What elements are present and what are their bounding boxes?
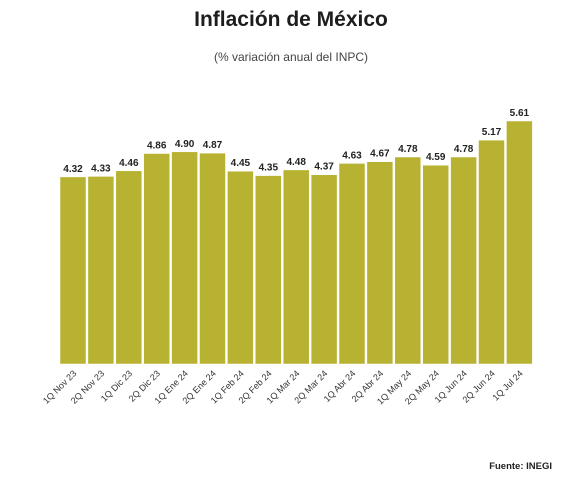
bar-1q-dic-23 <box>115 170 143 365</box>
value-label: 4.33 <box>91 163 111 174</box>
bar-2q-mar-24 <box>310 174 338 365</box>
source-note: Fuente: INEGI <box>489 461 552 472</box>
bar-1q-nov-23 <box>59 176 87 365</box>
value-label: 4.59 <box>426 152 446 163</box>
value-label: 4.63 <box>342 150 362 161</box>
bar-1q-mar-24 <box>282 169 310 365</box>
bar-2q-nov-23 <box>87 176 115 365</box>
x-tick-label: 1Q Jul 24 <box>490 368 524 402</box>
value-label: 4.90 <box>175 139 195 150</box>
value-label: 4.78 <box>398 144 418 155</box>
bar-1q-may-24 <box>394 156 422 365</box>
bar-2q-feb-24 <box>255 175 282 365</box>
value-label: 4.35 <box>259 163 279 174</box>
value-label: 5.17 <box>482 127 502 138</box>
bar-2q-jun-24 <box>478 139 505 365</box>
bar-2q-may-24 <box>422 164 449 365</box>
value-label: 4.37 <box>314 162 334 173</box>
bar-1q-jun-24 <box>450 156 477 365</box>
bar-2q-dic-23 <box>143 153 170 365</box>
bar-1q-ene-24 <box>171 151 198 365</box>
value-label: 4.87 <box>203 140 223 151</box>
value-label: 4.78 <box>454 144 474 155</box>
value-labels-group: 4.32 4.33 4.46 4.86 4.90 4.87 4.45 4.35 4.48 4.37… <box>63 108 529 175</box>
bars-group <box>59 120 533 365</box>
value-label: 4.32 <box>63 164 83 175</box>
chart-title: Inflación de México <box>194 8 388 31</box>
value-label: 4.67 <box>370 149 390 160</box>
bar-1q-feb-24 <box>227 170 254 365</box>
bar-2q-ene-24 <box>199 152 226 365</box>
value-label: 4.48 <box>286 157 306 168</box>
bar-1q-jul-24 <box>506 120 533 365</box>
value-label: 4.45 <box>231 158 251 169</box>
value-label: 5.61 <box>510 108 530 119</box>
bar-1q-abr-24 <box>338 163 366 365</box>
chart-subtitle: (% variación anual del INPC) <box>213 50 369 64</box>
value-label: 4.46 <box>119 158 139 169</box>
bar-2q-abr-24 <box>366 161 394 365</box>
value-label: 4.86 <box>147 141 167 152</box>
